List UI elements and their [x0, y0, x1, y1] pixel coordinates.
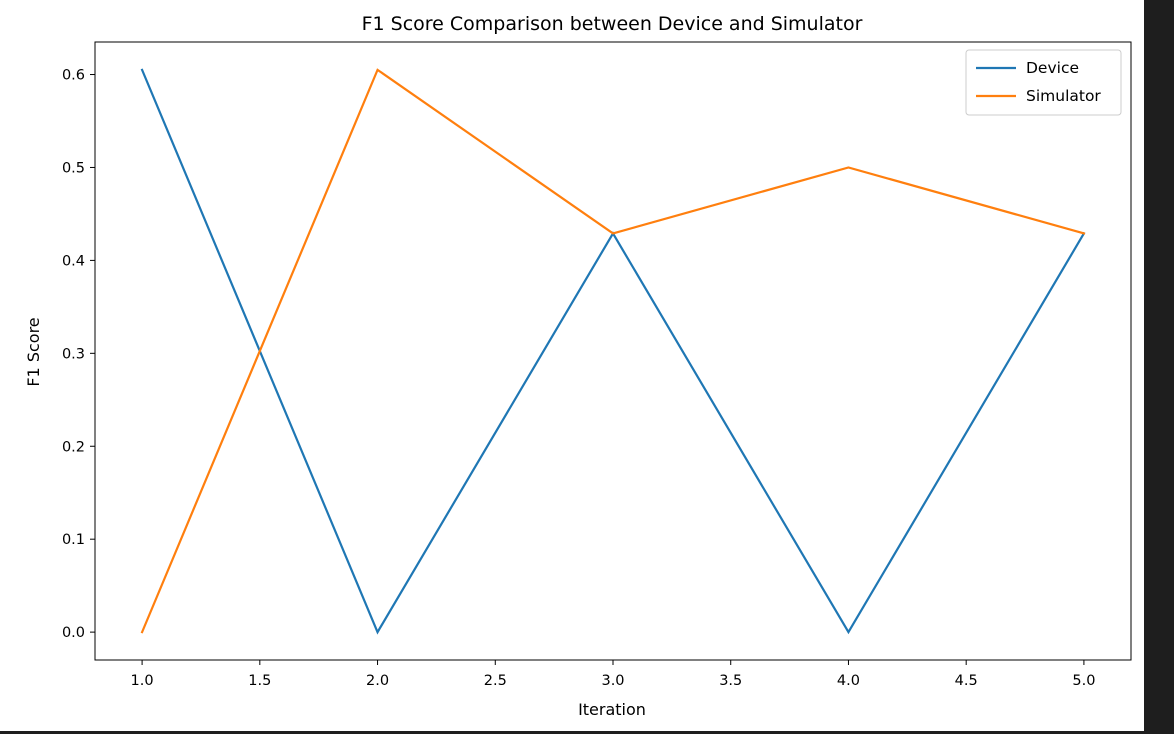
- x-tick-label: 4.5: [955, 673, 978, 689]
- chart-title: F1 Score Comparison between Device and S…: [362, 13, 863, 35]
- y-tick-label: 0.0: [62, 625, 85, 641]
- y-tick-label: 0.2: [62, 439, 85, 455]
- legend-label-simulator: Simulator: [1026, 87, 1101, 105]
- series-line-device: [140, 68, 1086, 635]
- x-tick-label: 3.5: [719, 673, 742, 689]
- y-tick-label: 0.1: [62, 532, 85, 548]
- x-axis-ticks: 1.0 1.5 2.0 2.5 3.0 3.5 4.0 4.5 5.0: [131, 660, 1095, 689]
- x-tick-label: 2.5: [484, 673, 507, 689]
- y-tick-label: 0.3: [62, 346, 85, 362]
- series-line-simulator: [140, 68, 1086, 634]
- x-tick-label: 2.0: [366, 673, 389, 689]
- series-layer: [140, 68, 1086, 635]
- x-axis-title: Iteration: [578, 700, 646, 719]
- y-tick-label: 0.5: [62, 160, 85, 176]
- legend: Device Simulator: [965, 49, 1122, 116]
- x-tick-label: 3.0: [601, 673, 624, 689]
- x-tick-label: 5.0: [1072, 673, 1095, 689]
- x-tick-label: 4.0: [837, 673, 860, 689]
- y-axis-ticks: 0.0 0.1 0.2 0.3 0.4 0.5 0.6: [62, 68, 95, 641]
- y-tick-label: 0.6: [62, 68, 85, 84]
- plot-frame: [94, 41, 1132, 661]
- y-tick-label: 0.4: [62, 253, 85, 269]
- x-tick-label: 1.5: [248, 673, 271, 689]
- legend-label-device: Device: [1026, 59, 1079, 77]
- legend-box: [965, 49, 1122, 116]
- chart-figure: F1 Score Comparison between Device and S…: [0, 0, 1144, 731]
- y-axis-title: F1 Score: [24, 317, 43, 386]
- line-chart: F1 Score Comparison between Device and S…: [24, 13, 1132, 719]
- x-tick-label: 1.0: [131, 673, 154, 689]
